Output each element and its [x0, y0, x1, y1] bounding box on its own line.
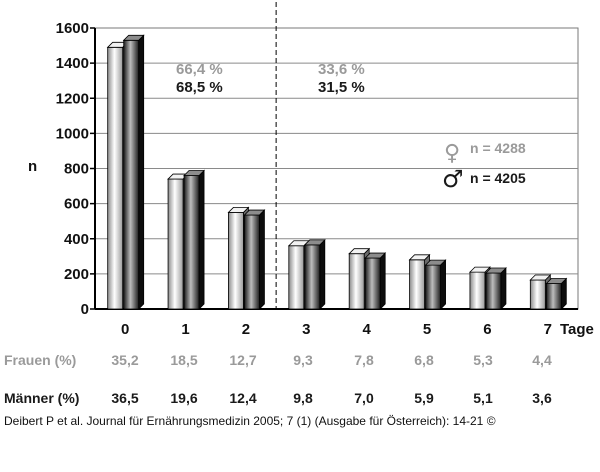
table-row-maenner: Männer (%) 36,5 19,6 12,4 9,8 7,0 5,9 5,… — [0, 388, 600, 410]
bar-maenner-3 — [303, 238, 326, 310]
table-cell: 12,7 — [229, 352, 257, 368]
table-cell: 9,3 — [293, 352, 313, 368]
table-cell: 12,4 — [229, 390, 257, 406]
row-label-frauen: Frauen (%) — [4, 352, 77, 368]
y-tick-label: 600 — [64, 196, 89, 213]
bar-maenner-1 — [183, 169, 206, 310]
row-label-maenner: Männer (%) — [4, 390, 80, 406]
bar-maenner-0 — [122, 34, 145, 310]
female-symbol-icon: ♀ — [444, 141, 460, 166]
legend-frauen-label: n = 4288 — [470, 140, 526, 156]
bar-maenner-5 — [424, 259, 447, 310]
x-tick-label: 0 — [121, 321, 129, 338]
table-cell: 5,3 — [473, 352, 493, 368]
table-cell: 36,5 — [111, 390, 139, 406]
bars — [106, 34, 568, 310]
legend-maenner-label: n = 4205 — [470, 170, 526, 186]
table-row-frauen: Frauen (%) 35,2 18,5 12,7 9,3 7,8 6,8 5,… — [0, 350, 600, 372]
table-cell: 6,8 — [414, 352, 434, 368]
table-cell: 5,9 — [414, 390, 434, 406]
y-tick-label: 800 — [64, 161, 89, 178]
table-cell: 4,4 — [532, 352, 552, 368]
x-tick-labels: 0 1 2 3 4 5 6 7 — [121, 321, 552, 338]
table-cell: 7,0 — [354, 390, 374, 406]
x-tick-label: 2 — [242, 321, 250, 338]
x-tick-label: 3 — [302, 321, 310, 338]
legend: ♀ n = 4288 ♂ n = 4205 — [442, 140, 526, 193]
table-cell: 7,8 — [354, 352, 374, 368]
table-cell: 35,2 — [111, 352, 139, 368]
bar-maenner-4 — [364, 252, 387, 310]
annotation-right-maenner: 31,5 % — [318, 79, 365, 96]
y-axis-label: n — [28, 158, 38, 175]
x-tick-label: 4 — [363, 321, 372, 338]
y-tick-label: 400 — [64, 231, 89, 248]
y-tick-label: 200 — [64, 266, 89, 283]
x-tick-label: 5 — [423, 321, 431, 338]
x-tick-label: 7 — [544, 321, 552, 338]
y-tick-label: 1000 — [56, 125, 89, 142]
y-tick-label: 0 — [81, 301, 89, 318]
table-cell: 5,1 — [473, 390, 493, 406]
male-symbol-icon: ♂ — [442, 165, 464, 193]
x-tick-label: 6 — [483, 321, 491, 338]
bar-maenner-6 — [484, 267, 507, 310]
annotation-left-maenner: 68,5 % — [176, 79, 223, 96]
table-cell: 19,6 — [170, 390, 198, 406]
source-caption: Deibert P et al. Journal für Ernährungsm… — [4, 414, 496, 428]
table-cell: 18,5 — [170, 352, 198, 368]
y-tick-label: 1200 — [56, 90, 89, 107]
y-tick-label: 1400 — [56, 55, 89, 72]
table-cell: 3,6 — [532, 390, 552, 406]
y-tick-labels: 0 200 400 600 800 1000 1200 1400 1600 — [56, 20, 89, 318]
bar-chart: 0 200 400 600 800 1000 1200 1400 1600 0 1 2 3 4 5 6 7 T… — [56, 2, 594, 338]
x-tick-label: 1 — [181, 321, 189, 338]
x-axis-label: Tage — [560, 321, 594, 338]
bar-maenner-7 — [545, 277, 568, 310]
annotation-left-frauen: 66,4 % — [176, 61, 223, 78]
table-cell: 9,8 — [293, 390, 313, 406]
y-tick-label: 1600 — [56, 20, 89, 37]
bar-maenner-2 — [243, 209, 266, 310]
annotation-right-frauen: 33,6 % — [318, 61, 365, 78]
